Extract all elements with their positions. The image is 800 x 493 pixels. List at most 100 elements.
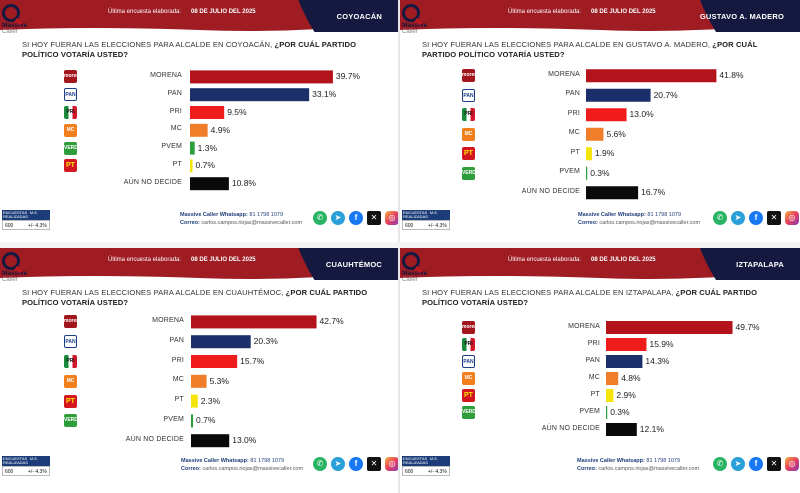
value-label-pan: 33.1% bbox=[312, 89, 337, 100]
category-label-pan: PAN bbox=[565, 90, 580, 98]
category-label-aun-no-decide: AÚN NO DECIDE bbox=[521, 187, 580, 195]
value-label-pan: 20.3% bbox=[253, 336, 278, 347]
bar-pan bbox=[191, 335, 251, 349]
contact-info: Massive Caller Whatsapp: 81 1798 1079 Cor… bbox=[577, 457, 699, 473]
whatsapp-number[interactable]: 81 1798 1079 bbox=[646, 458, 681, 464]
mc-logo-icon: MC bbox=[462, 127, 475, 141]
telegram-icon[interactable]: ➤ bbox=[331, 457, 345, 471]
whatsapp-icon[interactable]: ✆ bbox=[313, 211, 327, 225]
email-label: Correo: bbox=[577, 466, 599, 472]
instagram-icon[interactable]: ◎ bbox=[385, 211, 398, 225]
email-label: Correo: bbox=[180, 220, 202, 226]
pan-logo-icon: PAN bbox=[64, 335, 77, 349]
category-label-pt: PT bbox=[172, 160, 182, 168]
logo-mark-icon bbox=[2, 4, 20, 22]
x-icon[interactable]: ✕ bbox=[767, 211, 781, 225]
email-address[interactable]: carlos.campos.riojas@massivecaller.com bbox=[598, 466, 700, 472]
category-label-pri: PRI bbox=[567, 109, 580, 117]
email-address[interactable]: carlos.campos.riojas@massivecaller.com bbox=[201, 220, 303, 226]
whatsapp-icon[interactable]: ✆ bbox=[713, 211, 727, 225]
pri-logo-icon: PRI bbox=[462, 338, 475, 351]
email-address[interactable]: carlos.campos.riojas@massivecaller.com bbox=[202, 466, 304, 472]
telegram-icon[interactable]: ➤ bbox=[331, 211, 345, 225]
sample-table-header: ENCUESTAS REALIZADAS M.E. bbox=[402, 456, 450, 466]
contact-info: Massive Caller Whatsapp: 81 1798 1079 Cor… bbox=[181, 457, 303, 473]
logo-mark-icon bbox=[402, 4, 420, 22]
facebook-icon[interactable]: f bbox=[349, 211, 363, 225]
whatsapp-icon[interactable]: ✆ bbox=[313, 457, 327, 471]
instagram-icon[interactable]: ◎ bbox=[785, 211, 799, 225]
email-address[interactable]: carlos.campos.riojas@massivecaller.com bbox=[599, 220, 701, 226]
category-label-pan: PAN bbox=[585, 356, 600, 364]
poll-panel-coyoacan: Última encuesta elaborada: 08 DE JULIO DE… bbox=[0, 0, 398, 242]
x-icon[interactable]: ✕ bbox=[767, 457, 781, 471]
telegram-icon[interactable]: ➤ bbox=[731, 211, 745, 225]
category-label-pt: PT bbox=[174, 396, 184, 404]
instagram-icon[interactable]: ◎ bbox=[785, 457, 799, 471]
pan-logo-icon: PAN bbox=[462, 355, 475, 368]
category-label-aun-no-decide: AÚN NO DECIDE bbox=[125, 435, 184, 443]
facebook-icon[interactable]: f bbox=[749, 211, 763, 225]
logo-mark-icon bbox=[2, 252, 20, 270]
bar-pan bbox=[586, 88, 651, 102]
category-label-morena: MORENA bbox=[548, 70, 580, 78]
whatsapp-number[interactable]: 81 1798 1079 bbox=[250, 458, 285, 464]
last-survey-label: Última encuesta elaborada: bbox=[508, 9, 582, 15]
category-label-morena: MORENA bbox=[152, 316, 184, 324]
value-label-pvem: 0.3% bbox=[610, 407, 630, 417]
logo-word-1: Massive bbox=[402, 270, 428, 277]
bar-pvem bbox=[606, 406, 608, 419]
x-icon[interactable]: ✕ bbox=[367, 211, 381, 225]
last-survey-text: Última encuesta elaborada: 08 DE JULIO DE… bbox=[108, 9, 256, 15]
sample-header-1: M.E. bbox=[429, 210, 439, 215]
value-label-pri: 15.9% bbox=[649, 339, 674, 349]
value-label-pt: 1.9% bbox=[594, 148, 615, 159]
whatsapp-line: Massive Caller Whatsapp: 81 1798 1079 bbox=[578, 211, 700, 219]
logo-word-1: Massive bbox=[2, 22, 28, 29]
facebook-icon[interactable]: f bbox=[749, 457, 763, 471]
bar-pri bbox=[191, 355, 238, 368]
category-label-aun-no-decide: AÚN NO DECIDE bbox=[123, 178, 182, 186]
category-label-pan: PAN bbox=[169, 336, 184, 344]
whatsapp-number[interactable]: 81 1798 1079 bbox=[647, 212, 682, 218]
bar-mc bbox=[586, 127, 604, 141]
x-icon[interactable]: ✕ bbox=[367, 457, 381, 471]
sample-header-0: ENCUESTAS REALIZADAS bbox=[3, 456, 28, 465]
whatsapp-number[interactable]: 81 1798 1079 bbox=[249, 212, 284, 218]
bar-pri bbox=[586, 108, 627, 122]
bar-pvem bbox=[191, 414, 194, 428]
bar-morena bbox=[190, 70, 333, 84]
email-line: Correo: carlos.campos.riojas@massivecall… bbox=[578, 219, 700, 227]
value-label-morena: 42.7% bbox=[319, 316, 344, 327]
category-label-pt: PT bbox=[590, 390, 600, 398]
instagram-icon[interactable]: ◎ bbox=[385, 457, 398, 471]
question-plain: SI HOY FUERAN LAS ELECCIONES PARA ALCALD… bbox=[422, 288, 676, 297]
header-band: Última encuesta elaborada: 08 DE JULIO DE… bbox=[400, 0, 800, 34]
bars-svg bbox=[586, 69, 717, 200]
sample-table-row: 600 +/- 4.3% bbox=[402, 466, 450, 476]
whatsapp-label: Massive Caller Whatsapp: bbox=[577, 458, 647, 464]
last-survey-text: Última encuesta elaborada: 08 DE JULIO DE… bbox=[508, 257, 656, 263]
bar-pan bbox=[606, 355, 643, 368]
whatsapp-label: Massive Caller Whatsapp: bbox=[181, 458, 251, 464]
pan-logo-icon: PAN bbox=[462, 88, 475, 102]
sample-table: ENCUESTAS REALIZADAS M.E. 600 +/- 4.3% bbox=[402, 210, 450, 230]
header-shape bbox=[0, 0, 398, 32]
pt-logo-icon: PT bbox=[462, 389, 475, 402]
mc-logo-icon: MC bbox=[462, 372, 475, 385]
logo-mark-icon bbox=[402, 252, 420, 270]
social-icons: ✆ ➤ f ✕ ◎ bbox=[313, 457, 398, 471]
mc-logo-icon: MC bbox=[64, 123, 77, 137]
pan-logo-icon: PAN bbox=[64, 88, 77, 102]
category-label-mc: MC bbox=[588, 373, 600, 381]
telegram-icon[interactable]: ➤ bbox=[731, 457, 745, 471]
sample-value-1: +/- 4.3% bbox=[428, 223, 447, 229]
bar-pt bbox=[586, 147, 592, 161]
category-label-pvem: PVEM bbox=[163, 415, 184, 423]
pri-logo-icon: PRI bbox=[462, 108, 475, 122]
email-line: Correo: carlos.campos.riojas@massivecall… bbox=[180, 219, 302, 227]
facebook-icon[interactable]: f bbox=[349, 457, 363, 471]
sample-table-header: ENCUESTAS REALIZADAS M.E. bbox=[2, 210, 50, 220]
question-plain: SI HOY FUERAN LAS ELECCIONES PARA ALCALD… bbox=[22, 40, 275, 49]
whatsapp-icon[interactable]: ✆ bbox=[713, 457, 727, 471]
